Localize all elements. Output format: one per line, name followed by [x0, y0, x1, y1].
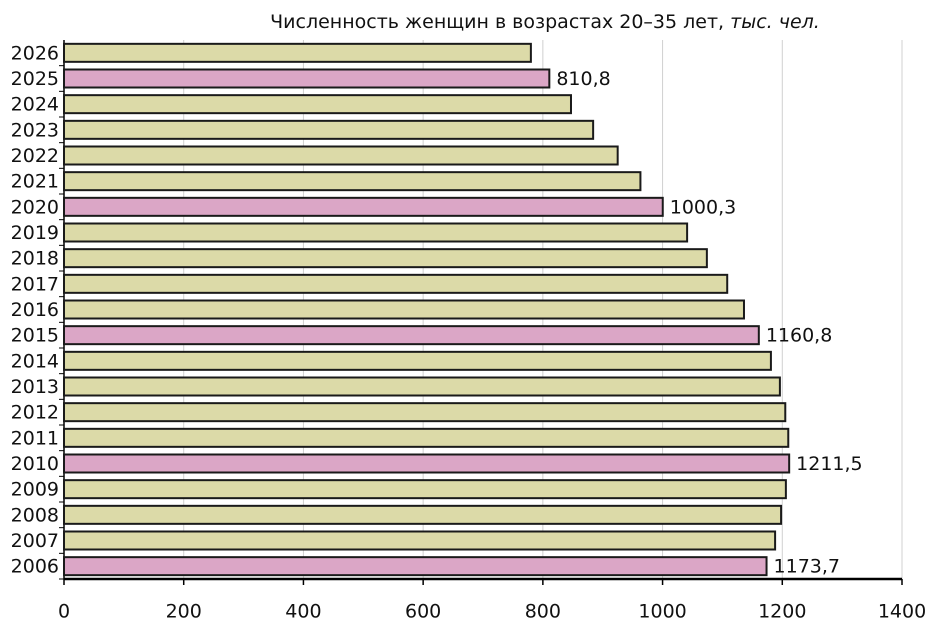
y-tick-label: 2013	[11, 376, 59, 398]
x-tick-label: 0	[58, 601, 70, 623]
title-unit: тыс. чел.	[730, 11, 820, 33]
bar	[63, 325, 760, 346]
value-label: 1160,8	[766, 325, 832, 347]
y-tick-label: 2008	[11, 504, 59, 526]
x-tick-label: 200	[166, 601, 202, 623]
bar	[63, 94, 572, 115]
bar	[63, 299, 745, 320]
y-tick-label: 2019	[11, 222, 59, 244]
bar	[63, 427, 790, 448]
y-tick-label: 2016	[11, 299, 59, 321]
x-tick-label: 1200	[758, 601, 806, 623]
title-text: Численность женщин в возрастах 20–35 лет…	[270, 11, 724, 33]
value-label: 1173,7	[774, 556, 840, 578]
bar	[63, 42, 532, 63]
x-tick-label: 800	[525, 601, 561, 623]
bar	[63, 376, 781, 397]
y-tick-label: 2024	[11, 94, 59, 116]
y-tick-label: 2017	[11, 273, 59, 295]
bar	[63, 504, 783, 525]
y-tick-label: 2018	[11, 248, 59, 270]
value-label: 810,8	[556, 68, 610, 90]
y-tick-label: 2014	[11, 350, 59, 372]
bar	[63, 556, 768, 577]
y-tick-label: 2022	[11, 145, 59, 167]
y-tick-label: 2006	[11, 556, 59, 578]
bar	[63, 248, 708, 269]
y-tick-label: 2009	[11, 479, 59, 501]
value-label: 1000,3	[670, 196, 736, 218]
y-tick-label: 2025	[11, 68, 59, 90]
bar	[63, 68, 551, 89]
y-tick-label: 2026	[11, 42, 59, 64]
bar	[63, 350, 772, 371]
bar	[63, 402, 787, 423]
value-label: 1211,5	[796, 453, 862, 475]
x-tick-label: 400	[285, 601, 321, 623]
bar	[63, 273, 729, 294]
bar	[63, 171, 642, 192]
y-tick-label: 2011	[11, 427, 59, 449]
y-tick-label: 2020	[11, 196, 59, 218]
bar	[63, 453, 791, 474]
chart-title: Численность женщин в возрастах 20–35 лет…	[270, 11, 820, 33]
bar	[63, 530, 777, 551]
x-tick-label: 1000	[638, 601, 686, 623]
y-tick-label: 2010	[11, 453, 59, 475]
bar	[63, 145, 619, 166]
y-tick-label: 2015	[11, 325, 59, 347]
bar	[63, 222, 689, 243]
y-tick-label: 2007	[11, 530, 59, 552]
bar	[63, 479, 787, 500]
x-tick-label: 600	[405, 601, 441, 623]
y-tick-label: 2021	[11, 171, 59, 193]
y-tick-label: 2023	[11, 119, 59, 141]
bar	[63, 119, 595, 140]
bar	[63, 196, 664, 217]
x-tick-label: 1400	[878, 601, 926, 623]
y-tick-label: 2012	[11, 402, 59, 424]
